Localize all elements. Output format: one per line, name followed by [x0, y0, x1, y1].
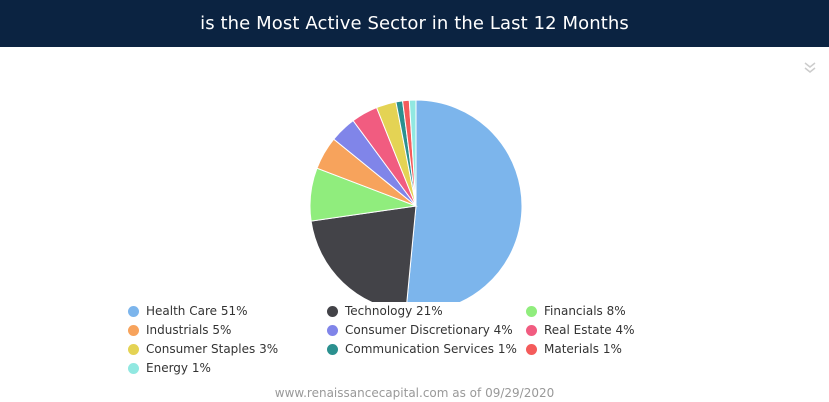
legend-marker — [128, 343, 139, 355]
legend-item-industrials[interactable]: Industrials 5% — [128, 321, 231, 339]
legend-item-consumer-discretionary[interactable]: Consumer Discretionary 4% — [327, 321, 513, 339]
double-chevron-down-icon[interactable] — [803, 60, 817, 74]
title-bar: is the Most Active Sector in the Last 12… — [0, 0, 829, 47]
legend-marker — [327, 343, 338, 355]
source-footer: www.renaissancecapital.com as of 09/29/2… — [274, 386, 555, 400]
legend-marker — [128, 305, 139, 317]
chart-title: is the Most Active Sector in the Last 12… — [200, 13, 629, 34]
legend-item-financials[interactable]: Financials 8% — [526, 302, 626, 320]
legend-item-materials[interactable]: Materials 1% — [526, 340, 622, 358]
legend-item-real-estate[interactable]: Real Estate 4% — [526, 321, 635, 339]
pie-slice-energy[interactable] — [408, 99, 417, 207]
legend-marker — [526, 305, 537, 317]
legend-item-technology[interactable]: Technology 21% — [327, 302, 443, 320]
legend-label: Consumer Staples 3% — [146, 342, 279, 356]
legend-label: Real Estate 4% — [544, 323, 635, 337]
legend-marker — [526, 324, 537, 336]
legend-label: Materials 1% — [544, 342, 622, 356]
legend-item-consumer-staples[interactable]: Consumer Staples 3% — [128, 340, 278, 358]
legend-label: Industrials 5% — [146, 323, 232, 337]
legend-marker — [128, 362, 139, 374]
legend-label: Financials 8% — [544, 304, 626, 318]
legend-label: Consumer Discretionary 4% — [345, 323, 513, 337]
legend-label: Technology 21% — [345, 304, 443, 318]
pie-chart — [309, 99, 523, 302]
legend-marker — [327, 324, 338, 336]
legend-label: Communication Services 1% — [345, 342, 517, 356]
pie-slice-technology[interactable] — [310, 205, 417, 302]
legend-item-communication-services[interactable]: Communication Services 1% — [327, 340, 517, 358]
legend-item-energy[interactable]: Energy 1% — [128, 359, 211, 377]
legend-item-health-care[interactable]: Health Care 51% — [128, 302, 248, 320]
legend-label: Health Care 51% — [146, 304, 248, 318]
legend-marker — [128, 324, 139, 336]
pie-slice-health-care[interactable] — [406, 99, 523, 302]
legend-marker — [327, 305, 338, 317]
legend-marker — [526, 343, 537, 355]
legend-label: Energy 1% — [146, 361, 211, 375]
